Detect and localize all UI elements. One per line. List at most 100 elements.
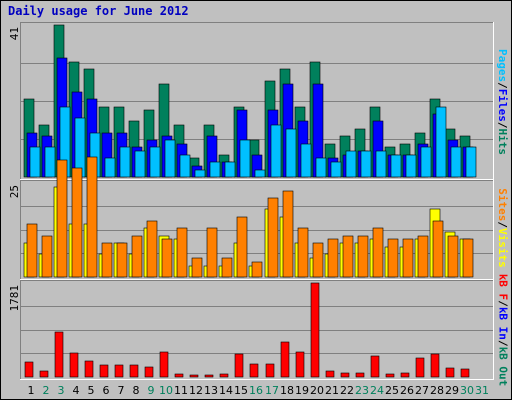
x-tick-label: 6 xyxy=(103,384,110,397)
kbytes-bar-kb-f xyxy=(355,372,365,378)
x-tick-label: 10 xyxy=(159,384,173,397)
hits-files-pages-bar-pages xyxy=(194,169,206,178)
hits-files-pages-bar-pages xyxy=(405,154,417,178)
hits-files-pages-bar-pages xyxy=(149,146,161,178)
hits-files-pages-bar-pages xyxy=(224,161,236,178)
hits-files-pages-bar-pages xyxy=(330,161,342,178)
visits-sites-bar-sites xyxy=(447,235,459,278)
hits-files-pages-bar-pages xyxy=(134,150,146,178)
hits-files-pages-max-label: 41 xyxy=(8,27,21,40)
legend-hits-label: Hits xyxy=(496,128,509,156)
x-tick-label: 4 xyxy=(73,384,80,397)
hits-files-pages-bar-pages xyxy=(254,169,266,178)
kbytes-bar-kb-f xyxy=(174,373,184,378)
legend-files-label: Files xyxy=(496,88,509,122)
kbytes-bar-kb-f xyxy=(159,351,169,378)
hits-files-pages-bar-pages xyxy=(390,154,402,178)
kbytes-bar-kb-f xyxy=(295,351,305,378)
visits-sites-bar-sites xyxy=(327,238,339,278)
kbytes-bar-kb-f xyxy=(129,364,139,378)
visits-sites-max-label: 25 xyxy=(8,185,21,198)
visits-sites-bar-sites xyxy=(86,156,98,278)
visits-sites-bar-sites xyxy=(101,242,113,278)
hits-files-pages-bar-pages xyxy=(360,150,372,178)
visits-sites-bar-sites xyxy=(131,235,143,278)
kbytes-bar-kb-f xyxy=(400,372,410,378)
kbytes-bar-kb-f xyxy=(114,364,124,378)
top-panel-legend: Pages/Files/Hits xyxy=(495,25,509,179)
x-tick-label: 2 xyxy=(43,384,50,397)
kbytes-bar-kb-f xyxy=(370,355,380,378)
visits-sites-bar-sites xyxy=(267,197,279,278)
middle-panel-legend: Sites/Visits xyxy=(495,179,509,277)
hits-files-pages-bar-pages xyxy=(375,150,387,178)
visits-sites-bar-sites xyxy=(251,261,263,278)
visits-sites-bar-sites xyxy=(312,242,324,278)
kbytes-bar-kb-f xyxy=(430,353,440,378)
x-tick-label: 28 xyxy=(430,384,444,397)
visits-sites-bar-sites xyxy=(402,238,414,278)
kbytes-bar-kb-f xyxy=(24,361,34,378)
hits-files-pages-bar-pages xyxy=(209,161,221,178)
visits-sites-bar-sites xyxy=(71,167,83,278)
x-tick-label: 15 xyxy=(234,384,248,397)
kbytes-bar-kb-f xyxy=(204,374,214,378)
legend-kbout-label: kB Out xyxy=(496,346,509,387)
x-tick-label: 1 xyxy=(28,384,35,397)
kbytes-bar-kb-f xyxy=(325,370,335,378)
x-tick-label: 30 xyxy=(460,384,474,397)
x-tick-label: 13 xyxy=(204,384,218,397)
chart-title: Daily usage for June 2012 xyxy=(8,4,189,18)
kbytes-bar-kb-f xyxy=(415,357,425,378)
legend-kbf-label: kB F xyxy=(496,273,509,301)
hits-files-pages-bar-pages xyxy=(420,146,432,178)
visits-sites-bar-sites xyxy=(297,227,309,278)
x-tick-label: 16 xyxy=(249,384,263,397)
hits-files-pages-bar-pages xyxy=(450,146,462,178)
hits-files-pages-bar-pages xyxy=(315,157,327,178)
visits-sites-bar-sites xyxy=(116,242,128,278)
legend-kbin-label: kB In xyxy=(496,306,509,340)
kbytes-bar-kb-f xyxy=(69,352,79,378)
x-tick-label: 23 xyxy=(355,384,369,397)
kbytes-bar-kb-f xyxy=(54,331,64,378)
visits-sites-bar-sites xyxy=(56,159,68,278)
x-tick-label: 21 xyxy=(325,384,339,397)
kbytes-bar-kb-f xyxy=(39,370,49,378)
legend-separator: / xyxy=(496,121,509,129)
kbytes-bar-kb-f xyxy=(99,364,109,378)
x-tick-label: 26 xyxy=(400,384,414,397)
legend-pages-label: Pages xyxy=(496,49,509,83)
visits-sites-bar-sites xyxy=(191,257,203,278)
visits-sites-bar-sites xyxy=(342,235,354,278)
visits-sites-bar-sites xyxy=(236,216,248,278)
hits-files-pages-bar-pages xyxy=(465,146,477,178)
legend-separator: / xyxy=(496,339,509,347)
hits-files-pages-bar-pages xyxy=(270,124,282,178)
visits-sites-bar-sites xyxy=(387,238,399,278)
hits-files-pages-bar-pages xyxy=(104,157,116,178)
visits-sites-bar-sites xyxy=(26,223,38,278)
kbytes-max-label: 1781 xyxy=(8,285,21,312)
legend-visits-label: Visits xyxy=(496,228,509,268)
kbytes-bar-kb-f xyxy=(219,373,229,378)
kbytes-bar-kb-f xyxy=(460,368,470,378)
legend-separator: / xyxy=(496,82,509,89)
visits-sites-bar-sites xyxy=(176,227,188,278)
kbytes-bar-kb-f xyxy=(340,372,350,378)
hits-files-pages-bar-pages xyxy=(345,150,357,178)
x-tick-label: 11 xyxy=(174,384,188,397)
x-tick-label: 17 xyxy=(265,384,279,397)
visits-sites-bar-sites xyxy=(372,227,384,278)
visits-sites-bar-sites xyxy=(462,238,474,278)
visits-sites-bar-sites xyxy=(146,220,158,278)
x-tick-label: 29 xyxy=(445,384,459,397)
x-tick-label: 31 xyxy=(475,384,489,397)
visits-sites-bar-sites xyxy=(41,235,53,278)
x-tick-label: 25 xyxy=(385,384,399,397)
x-tick-label: 18 xyxy=(280,384,294,397)
kbytes-bar-kb-f xyxy=(385,373,395,378)
x-tick-label: 9 xyxy=(148,384,155,397)
kbytes-bar-kb-f xyxy=(249,363,259,378)
